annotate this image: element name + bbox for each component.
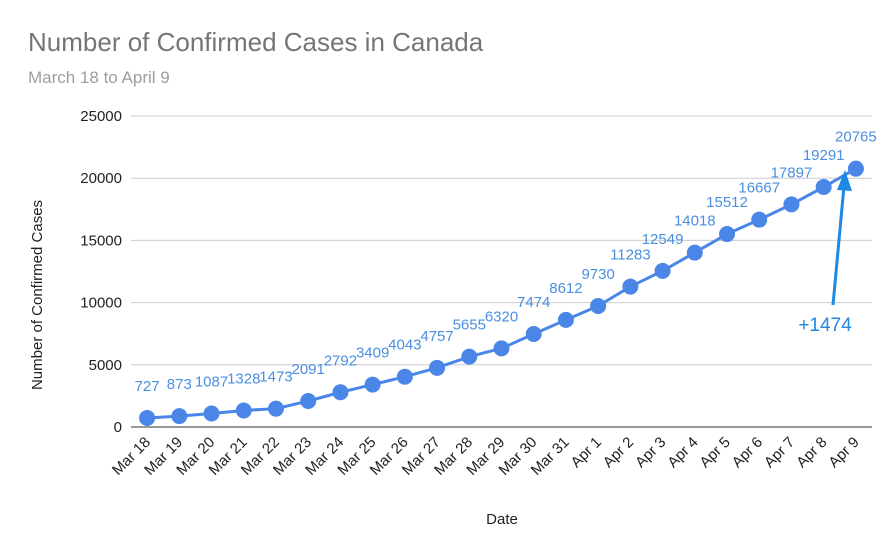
- data-point: [235, 402, 252, 419]
- data-point: [557, 311, 574, 328]
- data-label: 16667: [738, 180, 780, 197]
- data-label: 4757: [420, 328, 453, 345]
- data-point: [751, 211, 768, 228]
- x-tick-label: Apr 5: [696, 434, 733, 471]
- y-tick-label: 0: [114, 419, 122, 436]
- x-tick-label: Apr 2: [600, 434, 637, 471]
- y-axis-label: Number of Confirmed Cases: [29, 200, 46, 390]
- data-point: [396, 368, 413, 385]
- data-point: [171, 408, 188, 425]
- data-point: [590, 297, 607, 314]
- data-point: [686, 244, 703, 261]
- data-point: [719, 226, 736, 243]
- y-tick-label: 20000: [80, 170, 122, 187]
- data-label: 1473: [259, 369, 292, 386]
- chart-title: Number of Confirmed Cases in Canada: [28, 27, 484, 57]
- data-label: 11283: [610, 247, 651, 264]
- data-label: 9730: [581, 266, 614, 283]
- data-label: 8612: [549, 280, 582, 297]
- data-point: [815, 179, 832, 196]
- x-tick-label: Apr 7: [761, 434, 798, 471]
- y-tick-label: 25000: [80, 108, 122, 125]
- data-label: 14018: [674, 213, 716, 230]
- data-label: 5655: [453, 317, 486, 334]
- data-point: [622, 278, 639, 295]
- data-label: 2091: [292, 361, 325, 378]
- data-point: [364, 376, 381, 393]
- x-tick-label: Apr 1: [568, 434, 605, 471]
- data-label: 1087: [195, 373, 228, 390]
- data-label: 2792: [324, 352, 357, 369]
- data-label: 20765: [835, 129, 877, 146]
- annotation-arrowhead: [837, 170, 852, 191]
- data-label: 1328: [227, 370, 260, 387]
- x-tick-label: Apr 8: [793, 434, 830, 471]
- y-tick-label: 15000: [80, 232, 122, 249]
- data-point: [267, 400, 284, 417]
- y-tick-label: 10000: [80, 295, 122, 312]
- data-label: 727: [135, 378, 160, 395]
- annotation-arrow: [831, 185, 846, 306]
- data-label: 12549: [642, 231, 684, 248]
- data-point: [429, 359, 446, 376]
- y-tick-label: 5000: [89, 357, 122, 374]
- chart-subtitle: March 18 to April 9: [28, 68, 170, 87]
- data-label: 19291: [803, 147, 845, 164]
- data-point: [461, 348, 478, 365]
- data-label: 7474: [517, 294, 550, 311]
- data-label: 873: [167, 376, 192, 393]
- data-label: 15512: [706, 194, 748, 211]
- x-tick-label: Apr 4: [664, 434, 701, 471]
- data-point: [525, 326, 542, 343]
- data-label: 17897: [771, 164, 813, 181]
- plot: 727 873 1087132814732091279234094043475756…: [135, 129, 877, 426]
- data-label: 3409: [356, 345, 389, 362]
- x-tick-label: Apr 6: [729, 434, 766, 471]
- data-point: [139, 409, 156, 426]
- x-axis-label: Date: [486, 511, 518, 528]
- data-label: 6320: [485, 308, 518, 325]
- data-point: [332, 384, 349, 401]
- data-point: [203, 405, 220, 422]
- annotation: +1474: [798, 315, 852, 336]
- x-tick-label: Apr 3: [632, 434, 669, 471]
- data-point: [783, 196, 800, 213]
- data-point: [493, 340, 510, 357]
- x-tick-label: Apr 9: [825, 434, 862, 471]
- data-point: [654, 262, 671, 279]
- data-label: 4043: [388, 337, 421, 354]
- data-point: [847, 160, 864, 177]
- data-point: [300, 392, 317, 409]
